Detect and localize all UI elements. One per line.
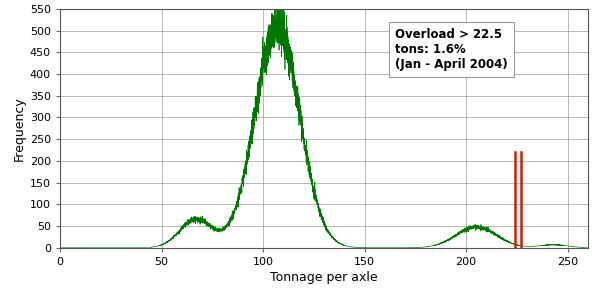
Y-axis label: Frequency: Frequency: [13, 96, 26, 161]
X-axis label: Tonnage per axle: Tonnage per axle: [270, 271, 378, 284]
Text: Overload > 22.5
tons: 1.6%
(Jan - April 2004): Overload > 22.5 tons: 1.6% (Jan - April …: [395, 28, 508, 71]
